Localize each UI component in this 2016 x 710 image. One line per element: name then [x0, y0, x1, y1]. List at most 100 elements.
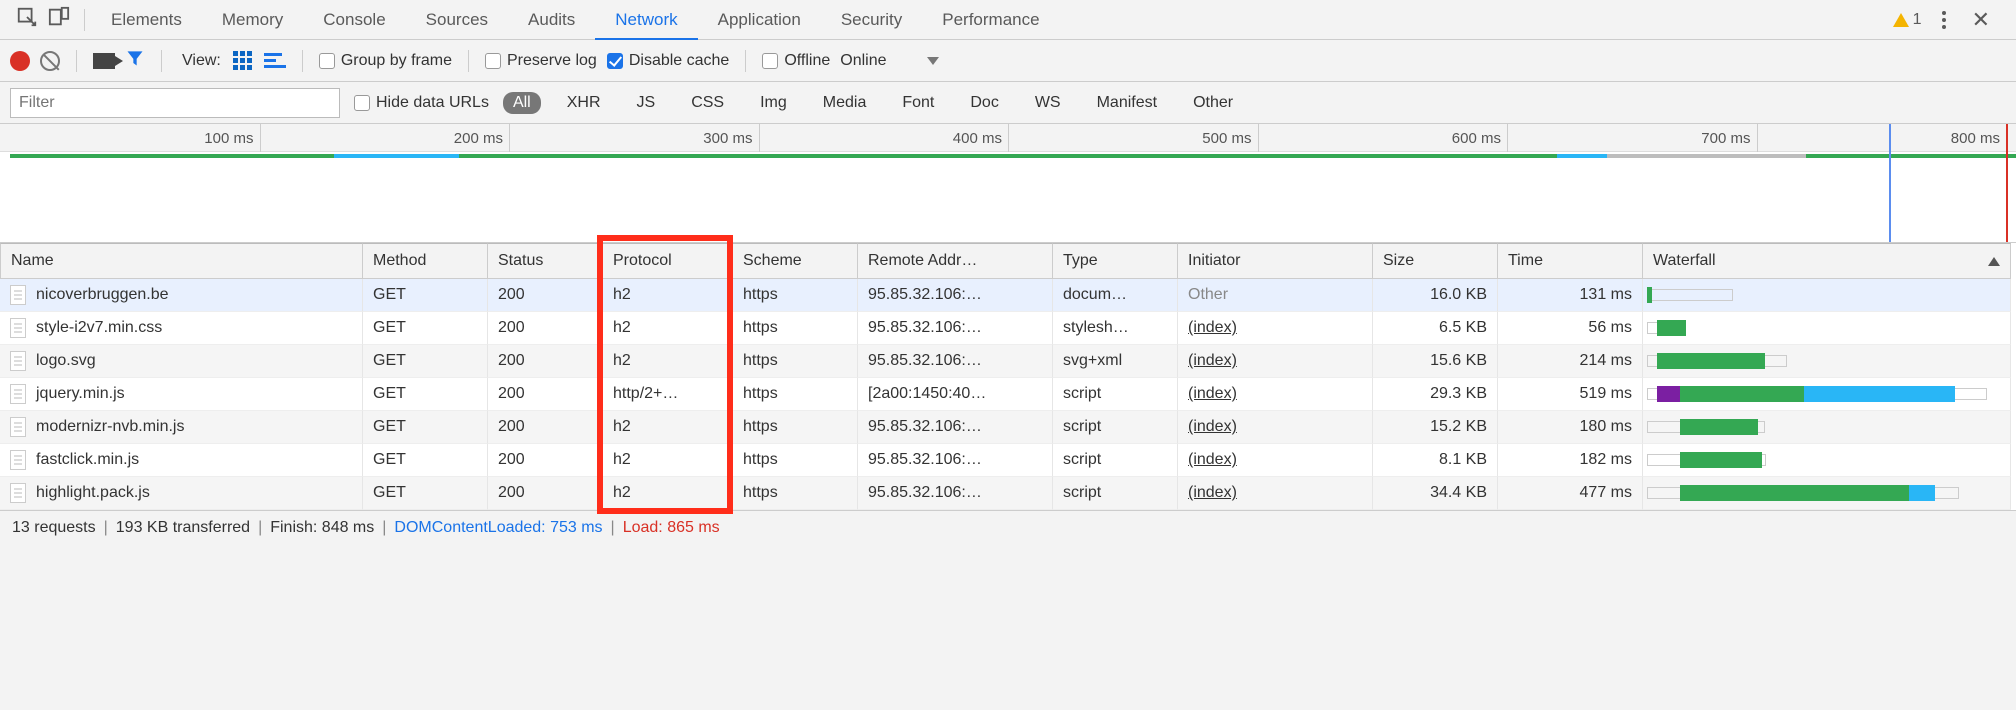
- filter-type-img[interactable]: Img: [750, 92, 797, 114]
- cell-initiator[interactable]: (index): [1178, 411, 1373, 444]
- column-header-initiator[interactable]: Initiator: [1178, 243, 1373, 279]
- devtools-tab-bar: ElementsMemoryConsoleSourcesAuditsNetwor…: [0, 0, 2016, 40]
- cell-name[interactable]: highlight.pack.js: [0, 477, 363, 510]
- device-toggle-icon[interactable]: [48, 6, 70, 33]
- record-button[interactable]: [10, 51, 30, 71]
- cell-scheme: https: [733, 345, 858, 378]
- cell-type: svg+xml: [1053, 345, 1178, 378]
- filter-type-css[interactable]: CSS: [681, 92, 734, 114]
- cell-scheme: https: [733, 477, 858, 510]
- filter-type-doc[interactable]: Doc: [960, 92, 1008, 114]
- timeline-tick-label: 400 ms: [953, 130, 1008, 147]
- preserve-log-checkbox[interactable]: Preserve log: [485, 52, 597, 70]
- column-header-remote[interactable]: Remote Addr…: [858, 243, 1053, 279]
- filter-type-ws[interactable]: WS: [1025, 92, 1071, 114]
- panel-tabs: ElementsMemoryConsoleSourcesAuditsNetwor…: [91, 0, 1060, 40]
- timeline-tick-label: 700 ms: [1701, 130, 1756, 147]
- cell-time: 214 ms: [1498, 345, 1643, 378]
- column-header-size[interactable]: Size: [1373, 243, 1498, 279]
- cell-size: 15.2 KB: [1373, 411, 1498, 444]
- cell-method: GET: [363, 312, 488, 345]
- column-header-waterfall[interactable]: Waterfall: [1643, 243, 2011, 279]
- filter-type-js[interactable]: JS: [627, 92, 666, 114]
- column-header-time[interactable]: Time: [1498, 243, 1643, 279]
- request-name: logo.svg: [36, 352, 96, 370]
- disable-cache-checkbox[interactable]: Disable cache: [607, 52, 730, 70]
- tab-performance[interactable]: Performance: [922, 0, 1059, 40]
- cell-initiator[interactable]: (index): [1178, 312, 1373, 345]
- cell-name[interactable]: jquery.min.js: [0, 378, 363, 411]
- cell-protocol: h2: [603, 279, 733, 312]
- cell-type: script: [1053, 378, 1178, 411]
- tab-security[interactable]: Security: [821, 0, 922, 40]
- large-rows-icon[interactable]: [231, 49, 254, 72]
- tab-memory[interactable]: Memory: [202, 0, 303, 40]
- cell-remote: 95.85.32.106:…: [858, 345, 1053, 378]
- cell-initiator[interactable]: Other: [1178, 279, 1373, 312]
- tab-sources[interactable]: Sources: [406, 0, 508, 40]
- filter-input[interactable]: [10, 88, 340, 118]
- overview-segment: [10, 154, 334, 158]
- initiator-link[interactable]: (index): [1188, 352, 1237, 370]
- warnings-badge[interactable]: 1: [1893, 11, 1922, 29]
- offline-checkbox[interactable]: Offline: [762, 52, 830, 70]
- filter-type-media[interactable]: Media: [813, 92, 877, 114]
- column-header-name[interactable]: Name: [0, 243, 363, 279]
- column-header-type[interactable]: Type: [1053, 243, 1178, 279]
- request-name: jquery.min.js: [36, 385, 125, 403]
- more-menu-icon[interactable]: [1936, 5, 1952, 35]
- filter-type-font[interactable]: Font: [892, 92, 944, 114]
- tab-network[interactable]: Network: [595, 0, 697, 40]
- dcl-marker: [1889, 124, 1891, 152]
- cell-type: script: [1053, 477, 1178, 510]
- waterfall-bar: [1647, 352, 2006, 370]
- filter-type-all[interactable]: All: [503, 92, 541, 114]
- request-name: highlight.pack.js: [36, 484, 150, 502]
- cell-time: 131 ms: [1498, 279, 1643, 312]
- initiator-link[interactable]: (index): [1188, 385, 1237, 403]
- column-header-protocol[interactable]: Protocol: [603, 243, 733, 279]
- cell-status: 200: [488, 411, 603, 444]
- cell-size: 15.6 KB: [1373, 345, 1498, 378]
- throttling-select[interactable]: Online: [840, 52, 938, 70]
- clear-button[interactable]: [40, 51, 60, 71]
- tab-elements[interactable]: Elements: [91, 0, 202, 40]
- cell-time: 180 ms: [1498, 411, 1643, 444]
- group-by-frame-checkbox[interactable]: Group by frame: [319, 52, 452, 70]
- tab-console[interactable]: Console: [303, 0, 405, 40]
- overview-toggle-icon[interactable]: [264, 53, 286, 68]
- column-header-scheme[interactable]: Scheme: [733, 243, 858, 279]
- cell-waterfall: [1643, 411, 2011, 444]
- cell-method: GET: [363, 444, 488, 477]
- filter-type-xhr[interactable]: XHR: [557, 92, 611, 114]
- cell-name[interactable]: style-i2v7.min.css: [0, 312, 363, 345]
- close-devtools-icon[interactable]: ✕: [1966, 7, 1996, 33]
- inspect-icon[interactable]: [16, 6, 38, 33]
- capture-screenshots-icon[interactable]: [93, 53, 115, 69]
- cell-name[interactable]: nicoverbruggen.be: [0, 279, 363, 312]
- cell-scheme: https: [733, 411, 858, 444]
- cell-name[interactable]: logo.svg: [0, 345, 363, 378]
- filter-type-other[interactable]: Other: [1183, 92, 1243, 114]
- filter-type-manifest[interactable]: Manifest: [1087, 92, 1167, 114]
- column-header-status[interactable]: Status: [488, 243, 603, 279]
- initiator-link[interactable]: (index): [1188, 418, 1237, 436]
- hide-data-urls-checkbox[interactable]: Hide data URLs: [354, 94, 489, 112]
- initiator-link[interactable]: (index): [1188, 319, 1237, 337]
- cell-initiator[interactable]: (index): [1178, 477, 1373, 510]
- cell-name[interactable]: modernizr-nvb.min.js: [0, 411, 363, 444]
- cell-initiator[interactable]: (index): [1178, 345, 1373, 378]
- initiator-link[interactable]: (index): [1188, 451, 1237, 469]
- column-header-method[interactable]: Method: [363, 243, 488, 279]
- status-bar: 13 requests | 193 KB transferred | Finis…: [0, 510, 2016, 544]
- request-name: fastclick.min.js: [36, 451, 139, 469]
- filter-toggle-icon[interactable]: [125, 48, 145, 73]
- tab-application[interactable]: Application: [698, 0, 821, 40]
- initiator-link[interactable]: (index): [1188, 484, 1237, 502]
- timeline-overview[interactable]: 100 ms200 ms300 ms400 ms500 ms600 ms700 …: [0, 124, 2016, 243]
- cell-initiator[interactable]: (index): [1178, 444, 1373, 477]
- cell-name[interactable]: fastclick.min.js: [0, 444, 363, 477]
- tab-audits[interactable]: Audits: [508, 0, 595, 40]
- cell-initiator[interactable]: (index): [1178, 378, 1373, 411]
- waterfall-bar: [1647, 451, 2006, 469]
